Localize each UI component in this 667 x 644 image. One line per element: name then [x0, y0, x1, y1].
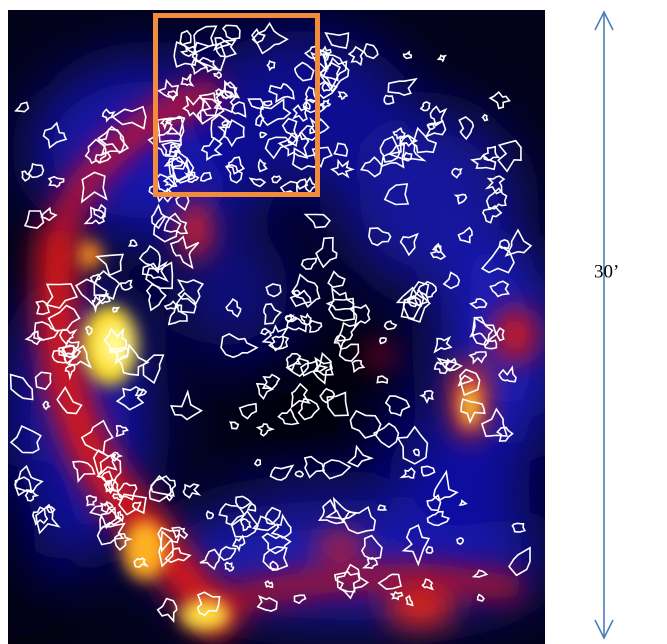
figure: 30’ [0, 0, 667, 644]
sky-image [0, 10, 560, 644]
scale-arrow [595, 12, 613, 638]
page: 30’ (() => { const data = JSON.parse(doc… [0, 0, 667, 644]
scale-label: 30’ [594, 261, 619, 282]
